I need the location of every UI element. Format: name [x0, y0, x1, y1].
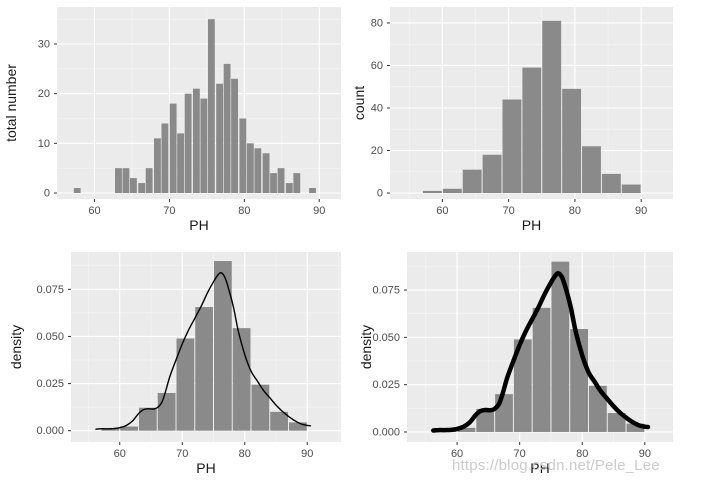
svg-text:70: 70 [176, 448, 188, 460]
svg-text:80: 80 [569, 205, 581, 217]
svg-text:80: 80 [576, 448, 588, 460]
svg-text:0: 0 [377, 188, 383, 200]
svg-text:70: 70 [503, 205, 515, 217]
svg-text:20: 20 [371, 145, 383, 157]
svg-text:60: 60 [436, 205, 448, 217]
svg-text:PH: PH [196, 460, 215, 476]
svg-text:80: 80 [238, 205, 250, 217]
svg-text:0.025: 0.025 [372, 379, 400, 391]
svg-text:30: 30 [38, 38, 50, 50]
svg-text:90: 90 [313, 205, 325, 217]
svg-text:60: 60 [114, 448, 126, 460]
svg-text:0.000: 0.000 [372, 426, 400, 438]
chart-density-histogram-thin-curve: 60 70 80 90 0.000 0.025 0.050 0.075 PH density [8, 252, 341, 476]
svg-text:0.025: 0.025 [36, 378, 64, 390]
watermark-text: https://blog.csdn.net/Pele_Lee [452, 457, 660, 474]
svg-text:0.075: 0.075 [372, 285, 400, 297]
svg-text:70: 70 [163, 205, 175, 217]
svg-text:10: 10 [38, 138, 50, 150]
svg-text:90: 90 [639, 448, 651, 460]
svg-text:60: 60 [451, 448, 463, 460]
svg-text:0.050: 0.050 [372, 332, 400, 344]
svg-text:PH: PH [189, 217, 208, 233]
svg-text:80: 80 [371, 17, 383, 29]
svg-text:0.075: 0.075 [36, 284, 64, 296]
svg-text:PH: PH [522, 217, 541, 233]
chart-density-histogram-thick-curve: 60 70 80 90 0.000 0.025 0.050 0.075 PH density [358, 252, 673, 476]
svg-text:density: density [8, 325, 24, 369]
svg-text:20: 20 [38, 88, 50, 100]
svg-text:0: 0 [44, 187, 50, 199]
svg-text:60: 60 [88, 205, 100, 217]
svg-text:90: 90 [301, 448, 313, 460]
chart-total-number-histogram: 60 70 80 90 0 10 20 30 PH total number [3, 7, 341, 233]
svg-text:density: density [358, 325, 374, 369]
svg-text:80: 80 [239, 448, 251, 460]
svg-text:count: count [351, 86, 367, 120]
svg-text:90: 90 [635, 205, 647, 217]
svg-text:70: 70 [514, 448, 526, 460]
svg-text:0.050: 0.050 [36, 331, 64, 343]
svg-text:total number: total number [3, 64, 19, 142]
chart-count-histogram: 60 70 80 90 0 20 40 60 80 PH count [351, 7, 673, 233]
svg-text:40: 40 [371, 102, 383, 114]
svg-text:0.000: 0.000 [36, 425, 64, 437]
svg-text:PH: PH [530, 460, 549, 476]
svg-text:60: 60 [371, 60, 383, 72]
